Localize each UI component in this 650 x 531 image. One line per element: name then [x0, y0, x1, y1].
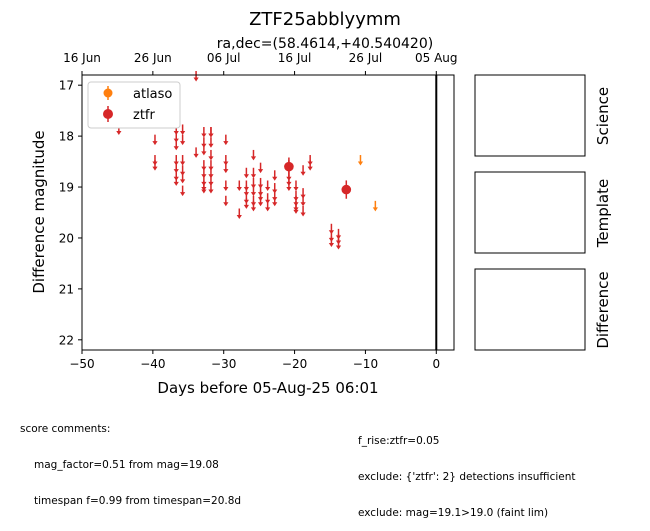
upper-limit-marker — [328, 243, 335, 248]
top-tick-label: 16 Jul — [278, 51, 312, 65]
exclude-comment-line: exclude: mag=19.1>19.0 (faint lim) — [358, 507, 549, 519]
upper-limit-marker — [180, 141, 186, 146]
upper-limit-marker — [236, 186, 242, 191]
upper-limit-marker — [193, 153, 199, 158]
upper-limit-marker — [173, 181, 179, 186]
legend: atlaso ztfr — [87, 81, 181, 129]
difference-panel — [474, 268, 586, 351]
upper-limit-marker — [193, 77, 199, 82]
upper-limit-marker — [250, 207, 257, 212]
upper-limit-marker — [152, 166, 158, 171]
upper-limit-marker — [293, 209, 299, 214]
score-comment-line: mag_factor=0.51 from mag=19.08 — [34, 459, 219, 471]
x-tick-label: −50 — [69, 357, 94, 371]
plot-frame — [81, 74, 455, 351]
chart-subtitle: ra,dec=(58.4614,+40.540420) — [217, 36, 433, 52]
legend-ztfr-label: ztfr — [133, 108, 155, 123]
upper-limit-marker — [208, 143, 214, 148]
upper-limit-marker — [293, 186, 299, 191]
upper-limit-marker — [223, 169, 229, 174]
score-comments-header: score comments: — [20, 423, 111, 435]
detection-point — [284, 161, 294, 172]
upper-limit-marker — [223, 186, 229, 191]
upper-limit-marker — [152, 141, 158, 146]
upper-limit-marker — [223, 202, 229, 207]
upper-limit-marker — [236, 215, 242, 219]
upper-limit-marker — [257, 169, 264, 174]
y-tick-label: 21 — [59, 282, 74, 296]
top-tick-label: 26 Jun — [134, 51, 172, 65]
upper-limit-marker — [180, 179, 186, 184]
top-tick-label: 05 Aug — [415, 51, 458, 65]
upper-limit-marker — [173, 146, 179, 151]
upper-limit-marker — [372, 207, 378, 212]
upper-limit-marker — [307, 166, 313, 171]
upper-limit-marker — [201, 151, 207, 156]
score-comment-line: timespan f=0.99 from timespan=20.8d — [34, 495, 242, 507]
upper-limit-marker — [201, 133, 207, 138]
upper-limit-marker — [265, 207, 271, 212]
x-tick-label: −30 — [211, 357, 236, 371]
upper-limit-marker — [300, 171, 306, 176]
upper-limit-marker — [250, 192, 257, 197]
upper-limit-marker — [208, 156, 214, 161]
exclude-comment-line: exclude: {'ztfr': 2} detections insuffic… — [358, 471, 576, 483]
upper-limit-marker — [180, 192, 186, 197]
upper-limit-marker — [357, 161, 364, 166]
top-tick-label: 06 Jul — [207, 51, 241, 65]
upper-limit-marker — [250, 174, 257, 179]
upper-limit-marker — [250, 156, 257, 161]
legend-ztfr-marker — [103, 109, 113, 119]
upper-limit-marker — [257, 202, 264, 207]
upper-limit-marker — [265, 186, 271, 191]
legend-atlaso-label: atlaso — [133, 87, 172, 102]
y-tick-label: 18 — [59, 130, 74, 144]
upper-limit-marker — [243, 204, 249, 209]
upper-limit-marker — [300, 212, 306, 217]
upper-limit-marker — [180, 161, 186, 166]
template-panel — [474, 171, 586, 254]
science-panel-label: Science — [594, 87, 612, 145]
y-tick-label: 17 — [59, 79, 74, 93]
upper-limit-marker — [286, 186, 292, 191]
upper-limit-marker — [223, 141, 229, 146]
upper-limit-marker — [201, 189, 207, 194]
upper-limit-marker — [208, 133, 214, 138]
detection-point — [341, 184, 352, 195]
x-axis-label: Days before 05-Aug-25 06:01 — [157, 379, 378, 397]
upper-limit-marker — [272, 202, 278, 207]
science-panel — [474, 74, 586, 157]
score-comments: score comments: mag_factor=0.51 from mag… — [20, 399, 241, 519]
upper-limit-marker — [300, 202, 306, 207]
legend-atlaso-marker — [103, 88, 113, 98]
exclude-comment-line: f_rise:ztfr=0.05 — [358, 435, 440, 447]
y-tick-label: 22 — [59, 333, 74, 347]
x-tick-label: −10 — [353, 357, 378, 371]
y-tick-label: 19 — [59, 181, 74, 195]
upper-limit-marker — [272, 176, 278, 181]
difference-panel-label: Difference — [594, 271, 612, 348]
x-tick-label: −20 — [282, 357, 307, 371]
y-tick-label: 20 — [59, 231, 74, 245]
x-tick-label: −40 — [140, 357, 165, 371]
top-tick-label: 16 Jun — [63, 51, 101, 65]
upper-limit-marker — [208, 189, 214, 194]
upper-limit-marker — [335, 245, 342, 250]
upper-limit-marker — [116, 130, 122, 135]
upper-limit-marker — [180, 130, 186, 135]
x-tick-label: 0 — [432, 357, 440, 371]
light-curve-chart: ZTF25abblyymm ra,dec=(58.4614,+40.540420… — [30, 9, 612, 397]
y-axis-label: Difference magnitude — [30, 130, 48, 293]
exclude-comments: f_rise:ztfr=0.05 exclude: {'ztfr': 2} de… — [358, 411, 576, 531]
top-tick-label: 26 Jul — [349, 51, 383, 65]
template-panel-label: Template — [594, 179, 612, 248]
chart-title: ZTF25abblyymm — [249, 9, 401, 30]
upper-limit-marker — [243, 174, 249, 179]
